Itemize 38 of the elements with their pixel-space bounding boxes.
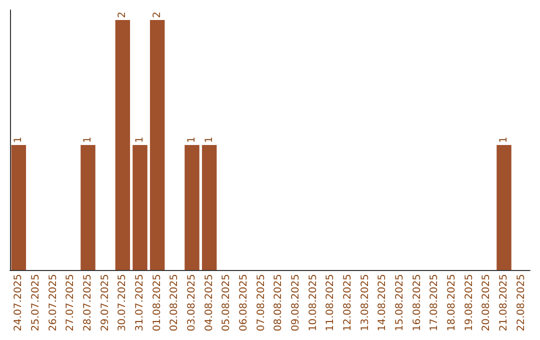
x-tick-label: 15.08.2025: [394, 274, 406, 332]
x-tick-label: 02.08.2025: [169, 274, 180, 332]
data-label: 1: [186, 136, 198, 143]
x-tick-label: 07.08.2025: [256, 274, 267, 332]
x-tick-label: 14.08.2025: [377, 274, 388, 332]
x-tick-label: 05.08.2025: [221, 274, 232, 332]
x-tick-label: 19.08.2025: [464, 274, 475, 332]
data-label: 1: [498, 136, 510, 143]
x-tick-label: 22.08.2025: [516, 274, 527, 332]
x-tick-label: 28.07.2025: [82, 274, 94, 332]
data-label: 2: [152, 12, 163, 18]
x-tick-label: 18.08.2025: [446, 274, 458, 332]
data-label: 1: [134, 136, 146, 143]
data-label: 2: [117, 12, 128, 18]
x-tick-label: 21.08.2025: [498, 274, 510, 332]
x-tick-label: 17.08.2025: [429, 274, 440, 332]
x-tick-label: 11.08.2025: [325, 274, 336, 332]
data-label: 1: [204, 136, 215, 143]
x-tick-label: 13.08.2025: [360, 274, 371, 332]
x-tick-label: 29.07.2025: [100, 274, 111, 332]
data-label: 1: [82, 136, 94, 143]
x-tick-label: 30.07.2025: [117, 274, 128, 332]
x-tick-label: 12.08.2025: [342, 274, 354, 332]
x-tick-label: 03.08.2025: [186, 274, 198, 332]
x-tick-label: 16.08.2025: [412, 274, 423, 332]
x-tick-label: 08.08.2025: [273, 274, 284, 332]
x-tick-label: 27.07.2025: [65, 274, 76, 332]
data-label: 1: [13, 136, 24, 143]
x-tick-label: 20.08.2025: [481, 274, 492, 332]
x-tick-label: 01.08.2025: [152, 274, 163, 332]
x-tick-label: 25.07.2025: [30, 274, 42, 332]
x-tick-label: 24.07.2025: [13, 274, 24, 332]
x-tick-label: 31.07.2025: [134, 274, 146, 332]
x-tick-label: 09.08.2025: [290, 274, 302, 332]
x-tick-label: 04.08.2025: [204, 274, 215, 332]
x-tick-label: 10.08.2025: [308, 274, 319, 332]
x-tick-label: 06.08.2025: [238, 274, 250, 332]
x-tick-label: 26.07.2025: [48, 274, 59, 332]
